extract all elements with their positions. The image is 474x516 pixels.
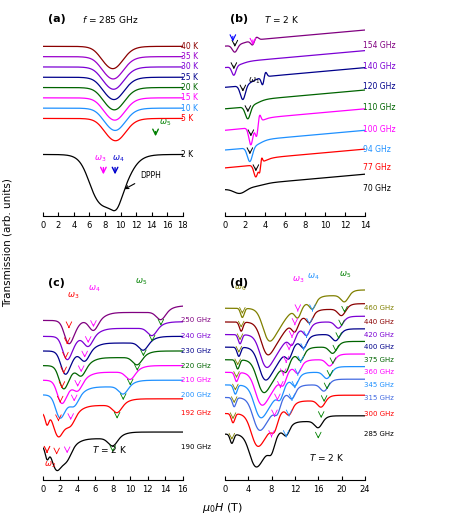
Text: (c): (c) bbox=[48, 278, 65, 288]
Text: 285 GHz: 285 GHz bbox=[364, 431, 393, 437]
Text: 300 GHz: 300 GHz bbox=[364, 411, 394, 416]
Text: $\omega_5$: $\omega_5$ bbox=[135, 277, 147, 287]
Text: 192 GHz: 192 GHz bbox=[181, 410, 211, 416]
Text: 77 GHz: 77 GHz bbox=[363, 163, 391, 171]
Text: 10 K: 10 K bbox=[181, 104, 198, 112]
Text: (d): (d) bbox=[230, 278, 248, 288]
Text: 375 GHz: 375 GHz bbox=[364, 357, 394, 363]
Text: 40 K: 40 K bbox=[181, 42, 198, 51]
Text: 420 GHz: 420 GHz bbox=[364, 332, 393, 337]
Text: 440 GHz: 440 GHz bbox=[364, 319, 393, 325]
Text: $\omega_5$: $\omega_5$ bbox=[339, 269, 351, 280]
Text: 190 GHz: 190 GHz bbox=[181, 444, 211, 449]
Text: $\omega_3$: $\omega_3$ bbox=[292, 275, 304, 285]
Text: 20 K: 20 K bbox=[181, 83, 198, 92]
Text: 220 GHz: 220 GHz bbox=[181, 363, 211, 368]
Text: (a): (a) bbox=[48, 14, 66, 24]
Text: 360 GHz: 360 GHz bbox=[364, 369, 394, 375]
Text: 15 K: 15 K bbox=[181, 93, 198, 102]
Text: 210 GHz: 210 GHz bbox=[181, 377, 211, 383]
Text: 140 GHz: 140 GHz bbox=[363, 62, 396, 71]
Text: (b): (b) bbox=[230, 14, 248, 24]
Text: $\omega_3$: $\omega_3$ bbox=[94, 153, 107, 164]
Text: $T$ = 2 K: $T$ = 2 K bbox=[309, 453, 344, 463]
Text: 110 GHz: 110 GHz bbox=[363, 103, 395, 112]
Text: $\omega_6$: $\omega_6$ bbox=[234, 283, 246, 294]
Text: 315 GHz: 315 GHz bbox=[364, 395, 394, 400]
Text: $\omega_5$: $\omega_5$ bbox=[159, 117, 172, 127]
Text: Transmission (arb. units): Transmission (arb. units) bbox=[2, 178, 12, 307]
Text: 120 GHz: 120 GHz bbox=[363, 82, 395, 91]
Text: $\omega_4$: $\omega_4$ bbox=[307, 271, 319, 282]
Text: $f$ = 285 GHz: $f$ = 285 GHz bbox=[82, 14, 138, 25]
Text: 2 K: 2 K bbox=[181, 150, 193, 159]
Text: $\omega_3$: $\omega_3$ bbox=[67, 290, 80, 300]
Text: $\omega_4$: $\omega_4$ bbox=[88, 283, 100, 294]
Text: 94 GHz: 94 GHz bbox=[363, 144, 391, 154]
Text: 154 GHz: 154 GHz bbox=[363, 41, 396, 50]
Text: 400 GHz: 400 GHz bbox=[364, 344, 394, 350]
Text: 200 GHz: 200 GHz bbox=[181, 392, 211, 398]
Text: 230 GHz: 230 GHz bbox=[181, 348, 211, 354]
Text: $\omega_2$: $\omega_2$ bbox=[44, 460, 56, 471]
Text: 5 K: 5 K bbox=[181, 114, 193, 123]
Text: $\omega_4$: $\omega_4$ bbox=[112, 153, 124, 164]
Text: 30 K: 30 K bbox=[181, 62, 198, 71]
Text: $T$ = 2 K: $T$ = 2 K bbox=[264, 14, 300, 25]
Text: $T$ = 2 K: $T$ = 2 K bbox=[91, 444, 127, 455]
Text: $\omega_1$: $\omega_1$ bbox=[248, 75, 260, 86]
Text: 25 K: 25 K bbox=[181, 73, 198, 82]
Text: 250 GHz: 250 GHz bbox=[181, 317, 211, 324]
Text: 100 GHz: 100 GHz bbox=[363, 125, 396, 134]
Text: $\mu_0H$ (T): $\mu_0H$ (T) bbox=[202, 501, 243, 515]
Text: 460 GHz: 460 GHz bbox=[364, 305, 394, 311]
Text: 35 K: 35 K bbox=[181, 52, 198, 61]
Text: 70 GHz: 70 GHz bbox=[363, 184, 391, 193]
Text: 240 GHz: 240 GHz bbox=[181, 333, 211, 340]
Text: 345 GHz: 345 GHz bbox=[364, 382, 393, 388]
Text: DPPH: DPPH bbox=[126, 171, 161, 189]
